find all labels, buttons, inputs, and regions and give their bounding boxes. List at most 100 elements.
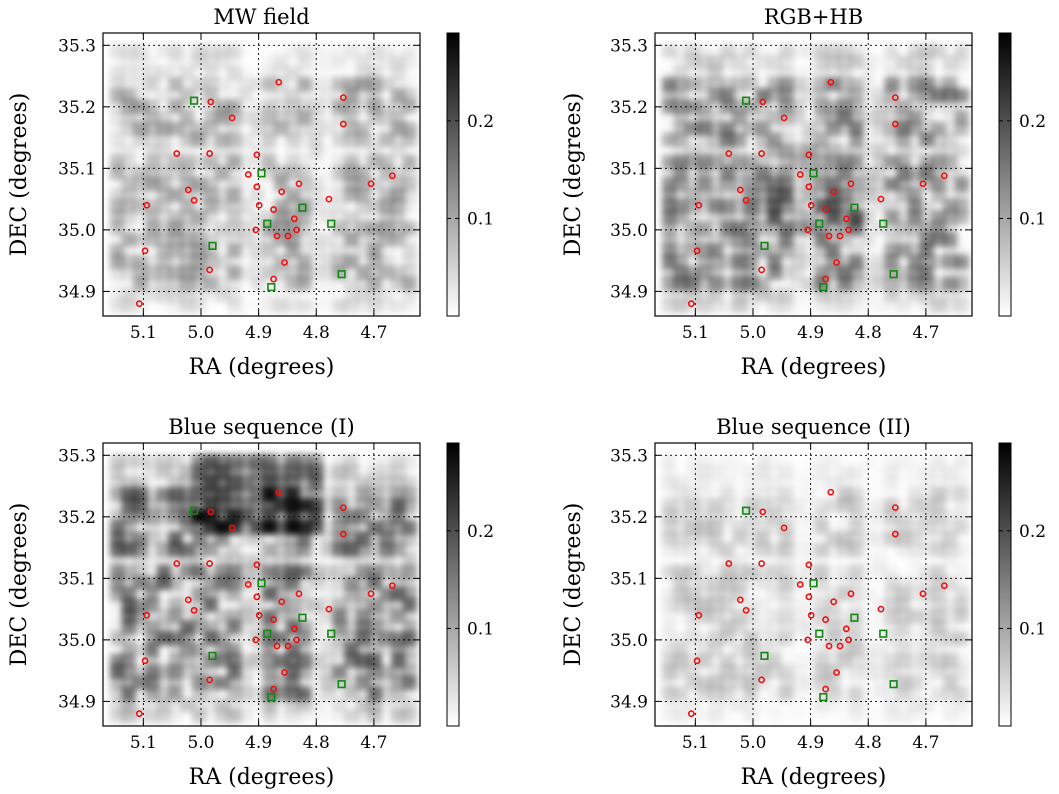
y-tick-label: 34.9 [58,692,96,712]
red-circle-marker [822,685,830,693]
red-circle-marker [367,180,375,188]
green-square-marker [819,692,828,702]
red-circle-marker [736,186,744,194]
red-circle-marker [252,226,260,234]
red-circle-marker [388,582,396,590]
red-circle-marker [687,710,695,718]
red-circle-marker [143,611,151,619]
panel-4: 5.1 5.0 4.9 4.8 4.7 34.9 35.0 35.1 35.2 35.3 Blue … [561,415,1046,790]
red-circle-marker [275,488,283,496]
colorbar-tick-label: 0.2 [467,522,494,542]
red-circle-marker [325,605,333,613]
red-circle-marker [339,530,347,538]
red-circle-marker [693,247,701,255]
red-circle-marker [822,206,830,213]
red-circle-marker [190,196,198,204]
axes-frame [102,32,421,317]
red-circle-marker [891,94,899,101]
green-square-marker [208,241,217,250]
y-tick-label: 35.2 [58,98,96,118]
green-square-marker [257,579,266,588]
green-square-marker [208,651,217,660]
x-axis-label: RA (degrees) [189,355,335,380]
red-circle-marker [919,180,927,188]
red-circle-marker [284,232,292,240]
axes-frame [654,32,973,317]
y-tick-label: 35.3 [58,36,96,56]
red-circle-marker [244,171,252,178]
red-circle-marker [845,226,853,234]
red-circle-marker [135,300,143,308]
x-tick-label: 4.7 [912,733,939,753]
colorbar-gradient [998,32,1012,317]
x-tick-label: 4.7 [912,323,939,343]
red-circle-marker [275,78,283,86]
red-circle-marker [891,530,899,538]
density-map [662,44,969,313]
red-circle-marker [190,606,198,614]
y-tick-label: 35.1 [610,569,648,589]
green-square-marker [189,96,199,105]
red-circle-marker [780,524,788,532]
red-circle-marker [273,642,281,650]
x-tick-label: 5.1 [130,323,157,343]
red-circle-marker [736,596,744,604]
x-tick-label: 4.9 [245,323,272,343]
red-circle-marker [940,582,948,590]
green-square-marker [815,219,824,228]
red-circle-marker [295,590,303,598]
red-circle-marker [253,183,261,191]
red-circle-marker [141,657,149,665]
red-circle-marker [822,275,830,283]
density-map [662,454,969,723]
red-circle-marker [796,581,804,588]
red-circle-marker [845,636,853,644]
green-square-marker [257,169,266,178]
red-circle-marker [253,593,261,601]
red-circle-marker [842,625,850,633]
red-circle-marker [805,183,813,191]
red-circle-marker [278,188,286,196]
green-square-marker [189,506,199,515]
y-tick-label: 35.3 [58,446,96,466]
red-circle-marker [244,581,252,588]
colorbar: 0.1 0.2 [446,32,494,317]
panel-2: 5.1 5.0 4.9 4.8 4.7 34.9 35.0 35.1 35.2 35.3 RGB+H… [561,5,1046,380]
green-square-marker [889,680,898,689]
green-square-marker [741,506,751,515]
red-circle-marker [173,150,181,157]
red-circle-marker [830,598,838,606]
red-circle-marker [206,560,214,567]
red-circle-marker [891,120,899,128]
red-circle-marker [807,201,815,209]
red-circle-marker [847,180,855,188]
red-circle-marker [804,636,812,644]
green-square-marker [819,282,828,292]
colorbar: 0.1 0.2 [446,442,494,727]
red-circle-marker [141,247,149,255]
red-circle-marker [270,616,278,623]
colorbar-tick-label: 0.1 [1019,619,1046,639]
red-circle-marker [270,685,278,693]
axes-frame [654,442,973,727]
y-axis-label: DEC (degrees) [561,503,586,667]
red-circle-marker [833,259,840,266]
y-tick-label: 35.3 [610,446,648,466]
red-circle-marker [805,561,813,569]
red-circle-marker [825,232,833,240]
green-square-marker [263,219,272,228]
green-square-marker [327,629,336,638]
x-tick-label: 5.0 [187,323,214,343]
green-square-marker [760,651,769,660]
red-circle-marker [295,180,303,188]
y-tick-label: 35.1 [58,159,96,179]
x-tick-label: 4.8 [855,733,882,753]
x-tick-label: 5.1 [130,733,157,753]
red-circle-marker [228,114,236,122]
red-circle-marker [255,201,263,209]
red-circle-marker [290,625,298,633]
red-circle-marker [693,657,701,665]
red-circle-marker [255,611,263,619]
colorbar-tick-label: 0.2 [1019,112,1046,132]
red-circle-marker [695,611,703,619]
